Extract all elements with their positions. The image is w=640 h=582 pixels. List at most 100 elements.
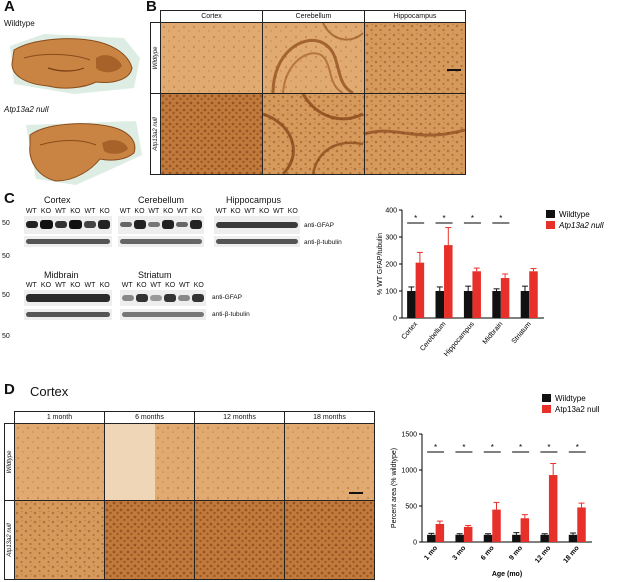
bar-null (548, 475, 558, 542)
bar-null (577, 507, 586, 542)
lane-label: KO (230, 208, 241, 215)
lane-label: KO (259, 208, 270, 215)
ihc-cortex-12-months-null (194, 500, 285, 580)
blot-title-midbrain: Midbrain (44, 270, 79, 280)
category-label: Hippocampus (443, 320, 476, 358)
category-label: 9 mo (508, 545, 524, 562)
label-anti-tubulin-2: anti-β-tubulin (212, 311, 250, 318)
ihc-cerebellum-wildtype (262, 22, 365, 94)
lane-label: WT (244, 208, 256, 215)
bar-null (520, 518, 530, 542)
ihc-cortex-6-months-null (104, 500, 195, 580)
significance-star: * (576, 443, 579, 452)
ihc-hippocampus-null (364, 93, 466, 175)
y-axis-label: Percent area (% wildtype) (391, 448, 398, 528)
bar-null (444, 245, 453, 318)
lane-label: KO (40, 208, 52, 215)
ihc-cortex-1-month-null (14, 500, 105, 580)
bar-wildtype (568, 534, 578, 542)
panel-b-col-hippocampus: Hippocampus (364, 10, 466, 22)
bar-wildtype (463, 291, 473, 318)
lane-label: KO (134, 208, 145, 215)
blot-gfap-hippocampus (214, 216, 300, 234)
lane-label: KO (99, 282, 110, 289)
significance-star: * (491, 443, 494, 452)
significance-star: * (462, 443, 465, 452)
ihc-hippocampus-wildtype (364, 22, 466, 94)
lane-label: WT (84, 208, 96, 215)
y-tick-label: 100 (385, 289, 397, 296)
bar-wildtype (427, 534, 436, 542)
panel-b-col-cortex: Cortex (160, 10, 263, 22)
bar-wildtype (520, 291, 530, 318)
bar-null (435, 524, 445, 542)
lane-label: KO (70, 208, 81, 215)
blot-tubulin-midbrain (24, 309, 112, 320)
bar-null (529, 271, 538, 318)
ihc-cortex-18-months-wildtype (284, 423, 375, 501)
lane-label: KO (163, 208, 174, 215)
blot-gfap-cerebellum (118, 216, 204, 234)
lane-label: KO (191, 208, 202, 215)
significance-star: * (499, 214, 502, 223)
legend-label: Atp13a2 null (555, 405, 600, 414)
lane-label: KO (70, 282, 81, 289)
blot-lanes-hippocampus: WT KO WT KO WT KO (214, 208, 300, 218)
legend-swatch (546, 221, 555, 229)
panel-a-null-label: Atp13a2 null (4, 105, 49, 114)
panel-d-title: Cortex (30, 384, 69, 399)
lane-label: WT (148, 208, 160, 215)
blot-lanes-midbrain: WT KO WT KO WT KO (24, 282, 112, 292)
lane-label: KO (165, 282, 176, 289)
category-label: 18 mo (562, 545, 580, 565)
category-label: Cerebellum (419, 321, 447, 353)
mw-marker-50: 50 (2, 220, 10, 227)
lane-label: KO (99, 208, 110, 215)
lane-label: WT (150, 282, 162, 289)
lane-label: WT (55, 208, 67, 215)
legend-swatch (542, 394, 551, 402)
lane-label: KO (40, 282, 52, 289)
bar-null (415, 262, 425, 318)
bar-wildtype (512, 534, 521, 542)
significance-star: * (442, 214, 445, 223)
lane-label: WT (25, 282, 37, 289)
y-tick-label: 200 (385, 262, 397, 269)
ihc-cortex-18-months-null (284, 500, 375, 580)
legend-label: Wildtype (559, 210, 590, 219)
legend-swatch (542, 405, 551, 413)
lane-label: KO (136, 282, 147, 289)
legend-label: Wildtype (555, 394, 586, 403)
category-label: 6 mo (480, 545, 496, 562)
panel-b-row-null: Atp13a2 null (150, 93, 161, 175)
bar-null (500, 278, 510, 318)
y-tick-label: 1500 (401, 432, 417, 439)
blot-gfap-cortex (24, 216, 112, 234)
blot-lanes-striatum: WT KO WT KO WT KO (120, 282, 206, 292)
bar-wildtype (435, 291, 445, 318)
lane-label: KO (193, 282, 204, 289)
bar-wildtype (483, 534, 493, 542)
blot-lanes-cortex: WT KO WT KO WT KO (24, 208, 112, 218)
blot-title-cerebellum: Cerebellum (138, 195, 185, 205)
lane-label: WT (179, 282, 190, 289)
blot-title-striatum: Striatum (138, 270, 172, 280)
y-tick-label: 500 (405, 504, 417, 511)
lane-label: KO (287, 208, 298, 215)
null-sagittal-brain-image (26, 121, 142, 185)
category-label: Midbrain (482, 321, 505, 346)
blot-title-hippocampus: Hippocampus (226, 195, 282, 205)
y-tick-label: 1000 (401, 468, 417, 475)
label-anti-gfap: anti-GFAP (304, 222, 334, 229)
panel-a-wildtype-label: Wildtype (4, 19, 35, 28)
blot-tubulin-cerebellum (118, 236, 204, 247)
significance-star: * (519, 443, 522, 452)
ihc-cortex-null (160, 93, 263, 175)
category-label: Cortex (401, 320, 420, 341)
mw-marker-50: 50 (2, 292, 10, 299)
lane-label: WT (25, 208, 37, 215)
blot-title-cortex: Cortex (44, 195, 71, 205)
chart-gfap-tubulin: 0 100 200 300 400 % WT GFAP/tubulin Cortex * Cer… (377, 208, 604, 359)
y-tick-label: 300 (385, 235, 397, 242)
category-label: 3 mo (452, 545, 468, 562)
